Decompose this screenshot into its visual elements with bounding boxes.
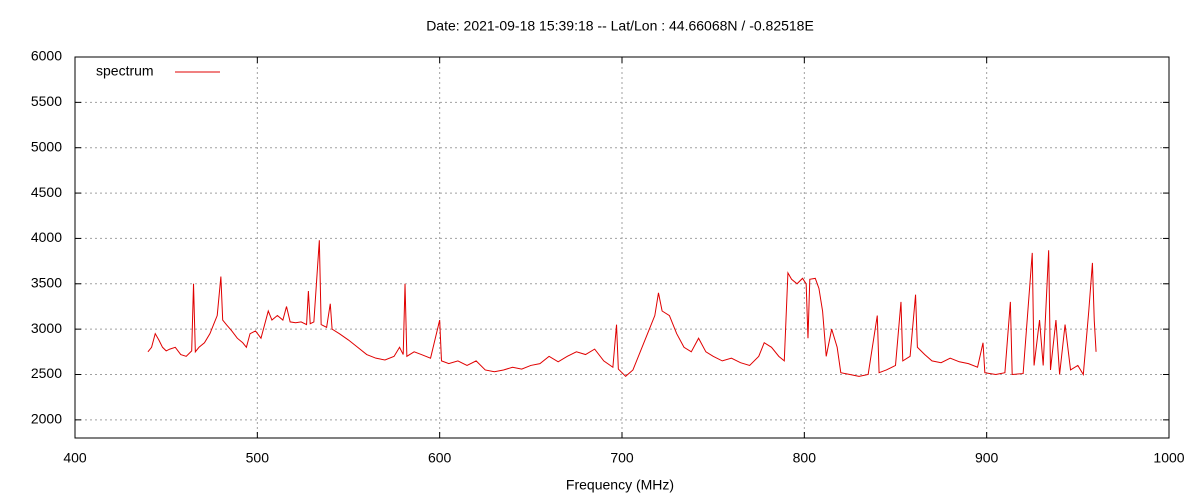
plot-frame <box>74 56 1170 439</box>
legend-label: spectrum <box>96 63 154 79</box>
y-tick-label: 5500 <box>31 93 62 109</box>
x-tick-label: 900 <box>975 450 999 466</box>
y-tick-label: 2000 <box>31 411 62 427</box>
y-tick-label: 3000 <box>31 320 62 336</box>
x-tick-label: 1000 <box>1153 450 1184 466</box>
y-tick-label: 5000 <box>31 138 62 154</box>
x-tick-label: 500 <box>246 450 270 466</box>
x-tick-label: 600 <box>428 450 452 466</box>
y-tick-label: 4500 <box>31 184 62 200</box>
x-axis-label: Frequency (MHz) <box>566 477 674 493</box>
y-tick-label: 4000 <box>31 229 62 245</box>
y-tick-label: 3500 <box>31 274 62 290</box>
y-tick-label: 2500 <box>31 365 62 381</box>
chart-title: Date: 2021-09-18 15:39:18 -- Lat/Lon : 4… <box>426 18 814 34</box>
y-tick-label: 6000 <box>31 48 62 64</box>
x-tick-label: 800 <box>793 450 817 466</box>
x-tick-label: 400 <box>63 450 87 466</box>
x-tick-label: 700 <box>610 450 634 466</box>
spectrum-line <box>147 240 1097 377</box>
